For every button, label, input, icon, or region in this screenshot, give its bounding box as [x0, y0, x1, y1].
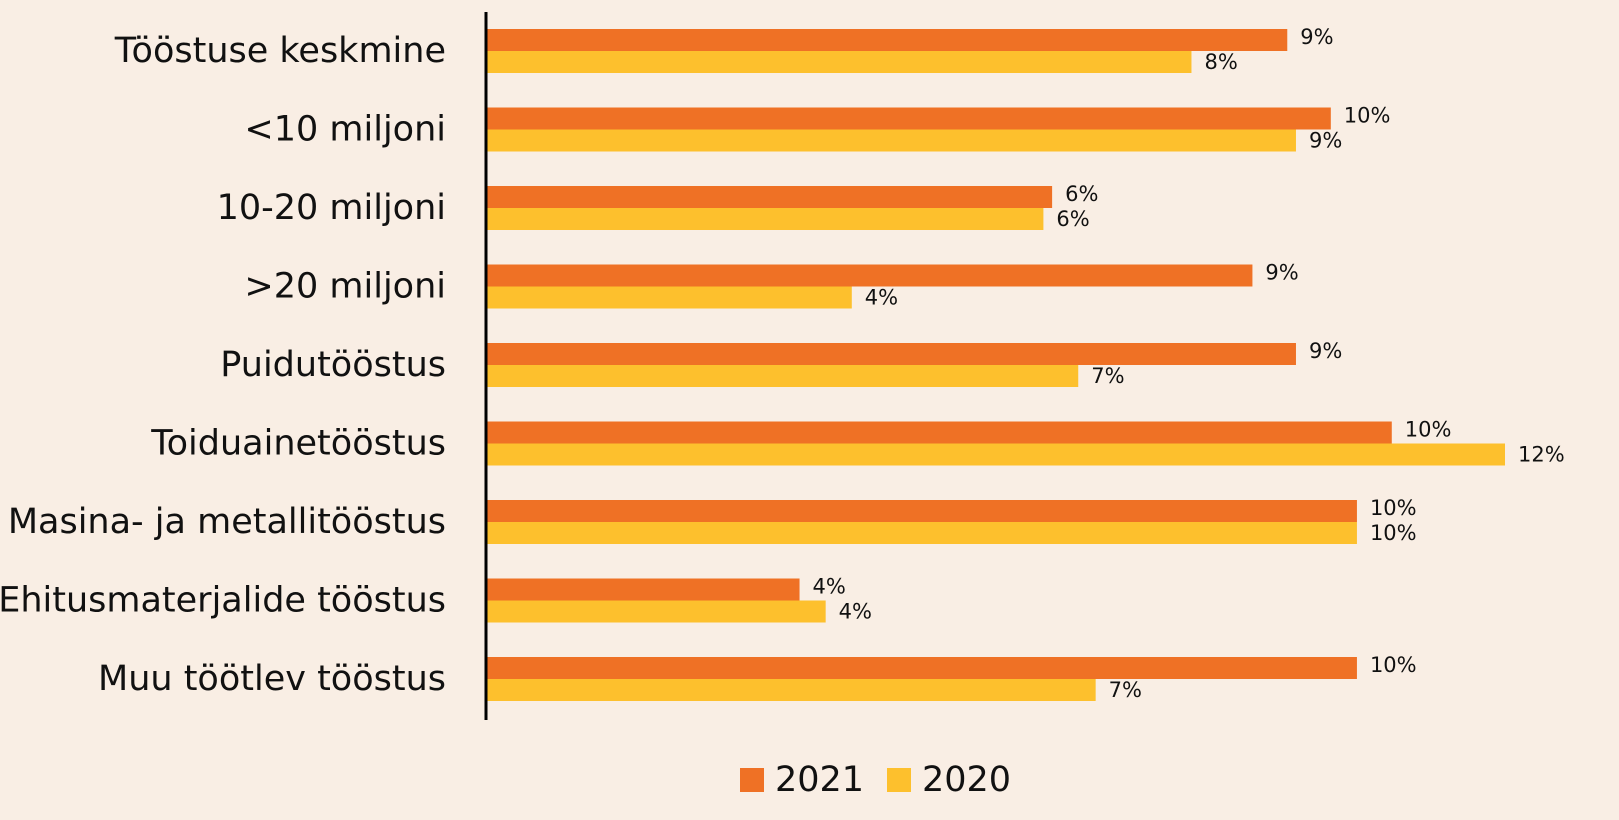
- category-label: Toiduainetööstus: [150, 424, 446, 464]
- value-label: 9%: [1265, 261, 1298, 285]
- value-label: 10%: [1370, 653, 1417, 677]
- bar: [486, 679, 1096, 701]
- bar: [486, 286, 852, 309]
- value-label: 9%: [1300, 25, 1333, 49]
- bar: [486, 51, 1192, 73]
- legend-swatch: [740, 768, 764, 792]
- bar: [486, 264, 1253, 287]
- bar: [486, 208, 1044, 230]
- value-label: 6%: [1056, 207, 1089, 231]
- bar: [486, 522, 1357, 544]
- legend-label: 2020: [922, 760, 1011, 800]
- bar: [486, 186, 1053, 208]
- value-label: 4%: [813, 575, 846, 599]
- value-label: 4%: [865, 286, 898, 310]
- bar: [486, 657, 1357, 679]
- category-label: Puidutööstus: [220, 345, 446, 385]
- category-label: Masina- ja metallitööstus: [8, 502, 446, 542]
- value-label: 10%: [1370, 521, 1417, 545]
- bar: [486, 129, 1296, 152]
- value-label: 7%: [1109, 678, 1142, 702]
- value-label: 8%: [1204, 50, 1237, 74]
- bar: [486, 421, 1392, 444]
- value-label: 12%: [1518, 443, 1565, 467]
- category-label: <10 miljoni: [244, 110, 446, 150]
- value-label: 9%: [1309, 129, 1342, 153]
- bar: [486, 29, 1288, 51]
- bar: [486, 443, 1505, 466]
- category-label: 10-20 miljoni: [217, 188, 446, 228]
- category-label: Muu töötlev tööstus: [98, 659, 446, 699]
- category-label: Ehitusmaterjalide tööstus: [0, 581, 446, 621]
- category-label: Tööstuse keskmine: [114, 31, 446, 71]
- legend-label: 2021: [775, 760, 864, 800]
- bar: [486, 600, 826, 623]
- value-label: 6%: [1065, 182, 1098, 206]
- bar: [486, 343, 1296, 365]
- value-label: 7%: [1091, 364, 1124, 388]
- value-label: 10%: [1344, 104, 1391, 128]
- category-label: >20 miljoni: [244, 267, 446, 307]
- legend-swatch: [887, 768, 911, 792]
- value-label: 4%: [839, 600, 872, 624]
- bar: [486, 578, 800, 601]
- bar: [486, 365, 1079, 387]
- bar: [486, 500, 1357, 522]
- value-label: 10%: [1405, 418, 1452, 442]
- value-label: 9%: [1309, 339, 1342, 363]
- bar: [486, 107, 1331, 130]
- value-label: 10%: [1370, 496, 1417, 520]
